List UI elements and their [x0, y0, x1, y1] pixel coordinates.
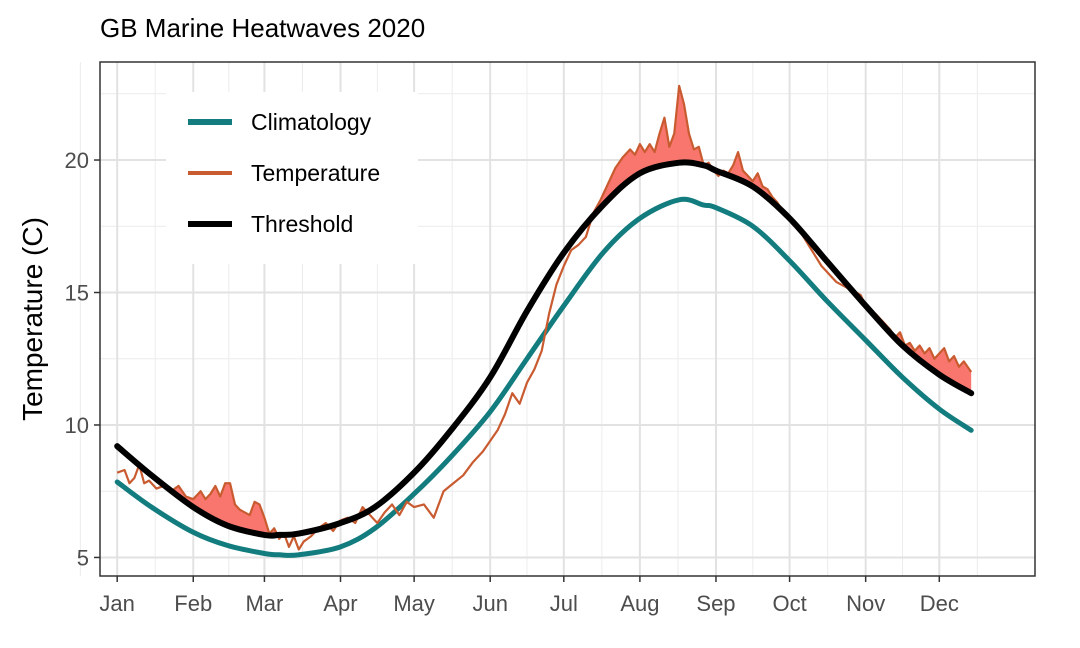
chart-title: GB Marine Heatwaves 2020 [100, 13, 425, 43]
x-tick-label: Mar [245, 591, 283, 616]
y-tick-label: 15 [65, 281, 89, 306]
y-tick-label: 5 [77, 545, 89, 570]
y-tick-label: 20 [65, 148, 89, 173]
legend-label-temperature: Temperature [251, 160, 380, 186]
x-tick-label: Jul [550, 591, 578, 616]
heatwave-fill [895, 332, 972, 394]
legend-label-climatology: Climatology [251, 109, 372, 135]
x-tick-label: Jun [472, 591, 507, 616]
x-tick-label: Aug [620, 591, 659, 616]
series-line-threshold [114, 159, 975, 539]
x-tick-label: Feb [174, 591, 212, 616]
y-axis-title: Temperature (C) [17, 217, 48, 421]
plot-border [99, 61, 1036, 577]
x-tick-label: Dec [920, 591, 959, 616]
plot-area: Climatology Temperature Threshold 5 10 15 20 Ja… [65, 61, 1036, 616]
heatwave-fill [172, 483, 277, 535]
x-tick-label: Oct [772, 591, 806, 616]
y-tick-label: 10 [65, 413, 89, 438]
x-tick-label: Nov [846, 591, 885, 616]
x-tick-label: May [393, 591, 435, 616]
legend-label-threshold: Threshold [251, 211, 353, 237]
x-tick-label: Jan [99, 591, 134, 616]
x-tick-label: Apr [323, 591, 357, 616]
x-tick-label: Sep [696, 591, 735, 616]
